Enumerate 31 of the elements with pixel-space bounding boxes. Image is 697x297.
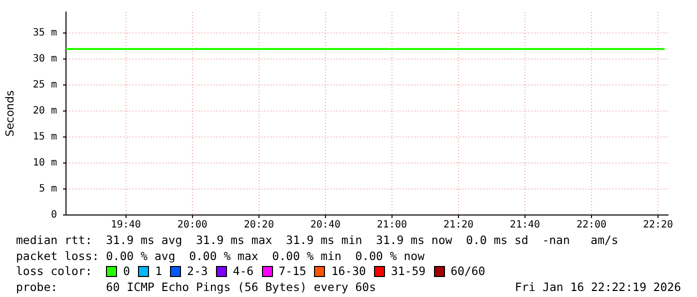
y-tick-label: 25 m xyxy=(32,79,57,90)
legend-label: 60/60 xyxy=(450,264,486,280)
y-tick-label: 10 m xyxy=(32,158,57,169)
y-tick-label: 20 m xyxy=(32,105,57,116)
x-tick-label: 21:40 xyxy=(510,220,540,231)
legend-label: 31-59 xyxy=(390,264,426,280)
y-tick-label: 30 m xyxy=(32,53,57,64)
legend-label: 2-3 xyxy=(187,264,208,280)
legend-label: 4-6 xyxy=(232,264,254,280)
legend-label: 16-30 xyxy=(331,264,366,280)
legend-label: 1 xyxy=(155,264,162,280)
y-tick-label: 0 xyxy=(50,210,57,221)
x-tick-label: 20:00 xyxy=(177,220,208,231)
x-tick-label: 22:00 xyxy=(576,220,607,231)
x-tick-label: 22:20 xyxy=(642,220,674,231)
legend-title: loss color: xyxy=(16,264,92,280)
legend-label: 7-15 xyxy=(278,264,306,280)
x-tick-label: 19:40 xyxy=(110,220,141,231)
y-axis-title: Seconds xyxy=(3,90,16,137)
text: median rtt: 31.9 ms avg 31.9 ms max 31.9 ms min 31.9 ms now 0.0 ms sd -nan am/s xyxy=(16,233,620,248)
text: probe: 60 ICMP Echo Pings (56 Bytes) every 60s xyxy=(16,280,376,295)
x-tick-label: 20:40 xyxy=(310,220,340,231)
text: packet loss: 0.00 % avg 0.00 % max 0.00 % min 0.00 % now xyxy=(16,248,426,264)
x-tick-label: 21:20 xyxy=(443,220,474,231)
text: Fri Jan 16 22:22:19 2026 xyxy=(514,280,681,295)
y-tick-label: 35 m xyxy=(32,27,57,38)
y-tick-label: 5 m xyxy=(38,184,57,195)
x-tick-label: 21:00 xyxy=(376,220,407,231)
x-tick-label: 20:20 xyxy=(244,220,274,231)
y-tick-label: 15 m xyxy=(32,132,57,143)
legend-label: 0 xyxy=(123,264,130,280)
